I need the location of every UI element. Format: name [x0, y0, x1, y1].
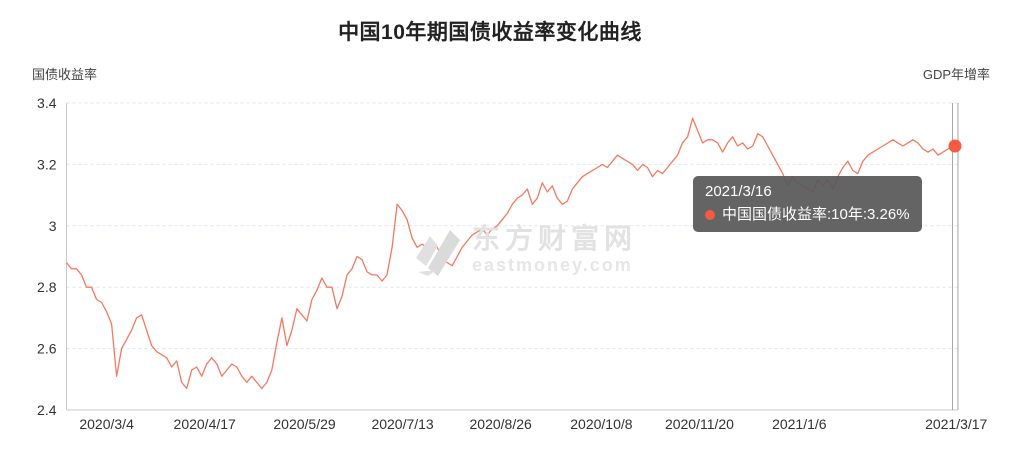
last-point-dot: [948, 139, 962, 153]
x-tick-label: 2020/10/8: [570, 416, 632, 432]
tooltip-date: 2021/3/16: [705, 183, 772, 200]
tooltip-row: 中国国债收益率:10年:3.26%: [705, 205, 910, 224]
y-tick-label: 3.4: [37, 95, 57, 111]
y-tick-label: 2.6: [37, 341, 57, 357]
series-line-10y-yield: [65, 117, 954, 390]
y-tick-label: 2.4: [37, 402, 57, 418]
y-tick-label: 2.8: [37, 279, 57, 295]
y-tick-label: 3: [49, 218, 57, 234]
x-tick-label: 2020/11/20: [665, 416, 734, 432]
chart-title: 中国10年期国债收益率变化曲线: [338, 21, 642, 44]
series-dot-icon: [705, 209, 715, 220]
y-tick-label: 3.2: [37, 156, 57, 172]
tooltip: 2021/3/16 中国国债收益率:10年:3.26%: [693, 176, 922, 232]
x-tick-label: 2021/1/6: [772, 416, 827, 432]
y-axis-title: 国债收益率: [32, 67, 98, 82]
gdp-axis-title: GDP年增率: [922, 67, 990, 82]
x-tick-label: 2020/5/29: [273, 416, 335, 432]
tooltip-value-text: 中国国债收益率:10年:3.26%: [722, 206, 910, 223]
x-tick-label: 2020/8/26: [470, 416, 532, 432]
x-tick-label: 2020/4/17: [174, 416, 236, 432]
x-tick-label: 2020/3/4: [79, 416, 134, 432]
x-tick-label: 2020/7/13: [371, 416, 433, 432]
x-tick-label: 2021/3/17: [925, 416, 987, 432]
